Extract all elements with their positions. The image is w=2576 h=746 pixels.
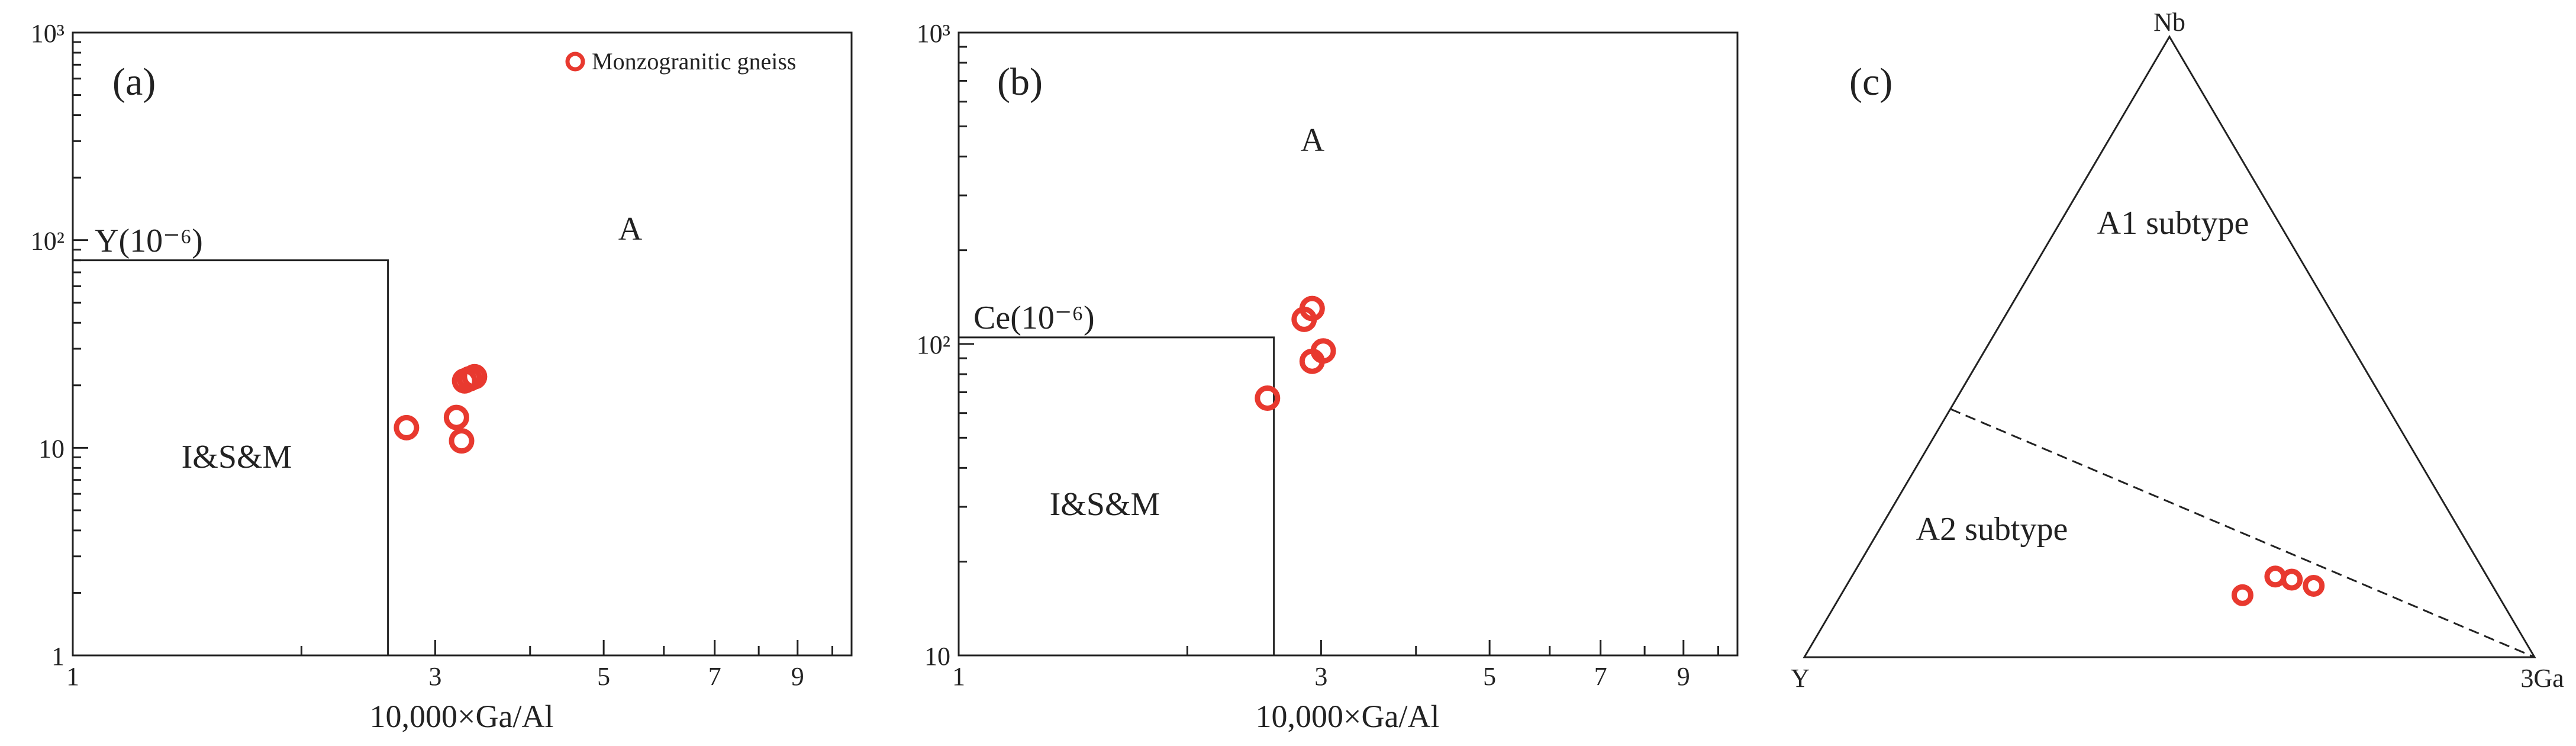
panel-a-x-tick-label: 7 (708, 662, 721, 691)
data-point (457, 366, 483, 392)
panel-c-apex-right: 3Ga (2520, 664, 2564, 693)
panel-a-y-tick-label: 10³ (31, 19, 65, 48)
panel-a-field-ism-label: I&S&M (182, 439, 292, 475)
panel-c-apex-left: Y (1791, 664, 1810, 693)
panel-a-x-tick-label: 3 (428, 662, 441, 691)
panel-b-x-tick-label: 7 (1594, 662, 1607, 691)
panel-b-ism-boundary (959, 336, 1275, 655)
panel-b-field-ism-label: I&S&M (1050, 486, 1160, 523)
panel-b-ticks: 1 3 5 7 9 10 10² 10³ (917, 19, 1720, 691)
panel-a-y-tick-label: 10² (31, 227, 65, 256)
panel-b-ylabel: Ce(10⁻⁶) (973, 300, 1095, 336)
panel-b-x-tick-label: 3 (1314, 662, 1327, 691)
panel-b-x-tick-label: 1 (952, 662, 965, 691)
panel-c-apex-top: Nb (2153, 8, 2185, 37)
panel-b-field-a-label: A (1301, 122, 1325, 159)
data-point (2281, 568, 2303, 591)
panel-c-divider-line (1950, 408, 2535, 658)
panel-a-ticks: 1 3 5 7 9 1 10 10² 10³ (31, 19, 834, 691)
legend-label-monzogranitic-gneiss: Monzogranitic gneiss (592, 48, 797, 75)
panel-a-label: (a) (112, 60, 156, 104)
data-point (443, 404, 469, 430)
data-point (2231, 584, 2253, 606)
panel-b-points (1255, 295, 1336, 411)
panel-a-y-tick-label: 10 (38, 434, 65, 463)
panel-b-label: (b) (997, 60, 1043, 104)
panel-b-plot-frame (957, 31, 1739, 657)
data-point (1310, 338, 1336, 364)
panel-a-x-tick-label: 9 (791, 662, 804, 691)
panel-a-xlabel: 10,000×Ga/Al (370, 699, 554, 734)
panel-a-x-tick-label: 1 (66, 662, 79, 691)
panel-c-field-a1-label: A1 subtype (2097, 205, 2249, 242)
panel-b-x-tick-label: 9 (1677, 662, 1690, 691)
data-point (2303, 574, 2325, 597)
panel-b-y-tick-label: 10 (924, 642, 950, 671)
panel-a-legend: Monzogranitic gneiss (565, 48, 797, 75)
panel-a-ism-boundary (73, 259, 389, 655)
panel-c-field-a2-label: A2 subtype (1916, 511, 2068, 548)
panel-b-x-tick-label: 5 (1483, 662, 1496, 691)
panel-b-y-tick-label: 10³ (917, 19, 950, 48)
legend-marker-monzogranitic-gneiss (565, 52, 585, 72)
panel-c-triangle (1803, 35, 2536, 658)
data-point (449, 428, 475, 454)
panel-b-y-tick-label: 10² (917, 330, 950, 359)
data-point (394, 414, 420, 440)
data-point (1299, 295, 1325, 321)
panel-c-label: (c) (1849, 60, 1892, 104)
panel-a-ylabel: Y(10⁻⁶) (95, 223, 203, 259)
data-point (2264, 565, 2287, 588)
panel-b-xlabel: 10,000×Ga/Al (1256, 699, 1440, 734)
panel-c-points (2231, 565, 2325, 606)
panel-a-y-tick-label: 1 (51, 642, 65, 671)
panel-c-ternary: (c) Nb Y 3Ga A1 subtype A2 subtype (1791, 8, 2564, 693)
panel-a-field-a-label: A (618, 211, 643, 247)
panel-a-plot-frame (72, 31, 853, 657)
panel-a-points (394, 364, 488, 454)
panel-a-x-tick-label: 5 (597, 662, 610, 691)
data-point (1255, 385, 1281, 411)
